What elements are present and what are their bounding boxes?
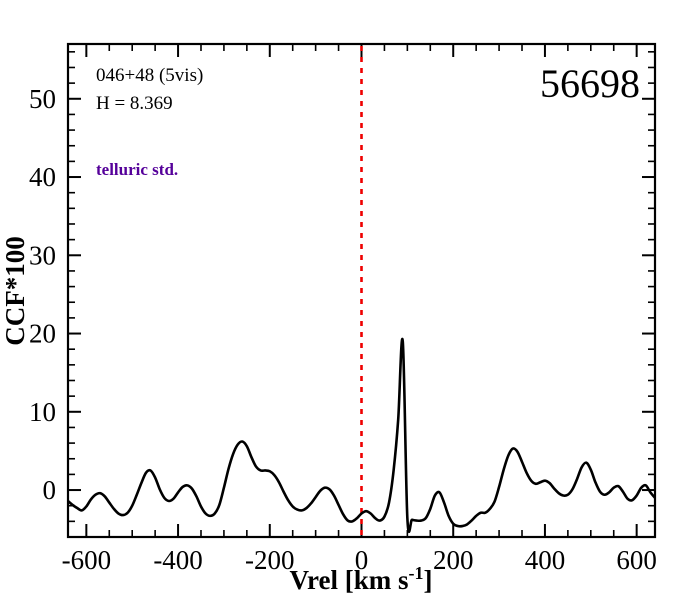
y-axis-ticks-left <box>68 51 81 538</box>
x-axis-tick-labels: -600 -400 -200 0 200 400 600 <box>62 545 657 575</box>
x-tick-label: 400 <box>525 545 566 575</box>
x-tick-label: -600 <box>62 545 112 575</box>
y-tick-label: 20 <box>29 319 56 349</box>
ccf-curve <box>68 337 655 533</box>
y-tick-label: 30 <box>29 240 56 270</box>
y-tick-label: 10 <box>29 397 56 427</box>
x-tick-label: 200 <box>433 545 474 575</box>
observation-date-label: 56698 <box>540 61 640 106</box>
target-annotation: 046+48 (5vis) <box>96 65 203 86</box>
y-tick-label: 0 <box>43 475 57 505</box>
magnitude-annotation: H = 8.369 <box>96 93 173 114</box>
y-tick-label: 50 <box>29 84 56 114</box>
telluric-standard-annotation: telluric std. <box>96 160 178 179</box>
y-tick-label: 40 <box>29 162 56 192</box>
x-tick-label: -200 <box>245 545 295 575</box>
x-tick-label: -400 <box>153 545 203 575</box>
y-axis-title: CCF*100 <box>0 236 30 346</box>
y-axis-tick-labels: 0 10 20 30 40 50 <box>29 84 56 505</box>
x-axis-title: Vrel [km s-1] <box>290 563 433 595</box>
x-tick-label: 600 <box>616 545 657 575</box>
y-axis-ticks-right <box>642 51 655 538</box>
x-tick-label: 0 <box>355 545 369 575</box>
